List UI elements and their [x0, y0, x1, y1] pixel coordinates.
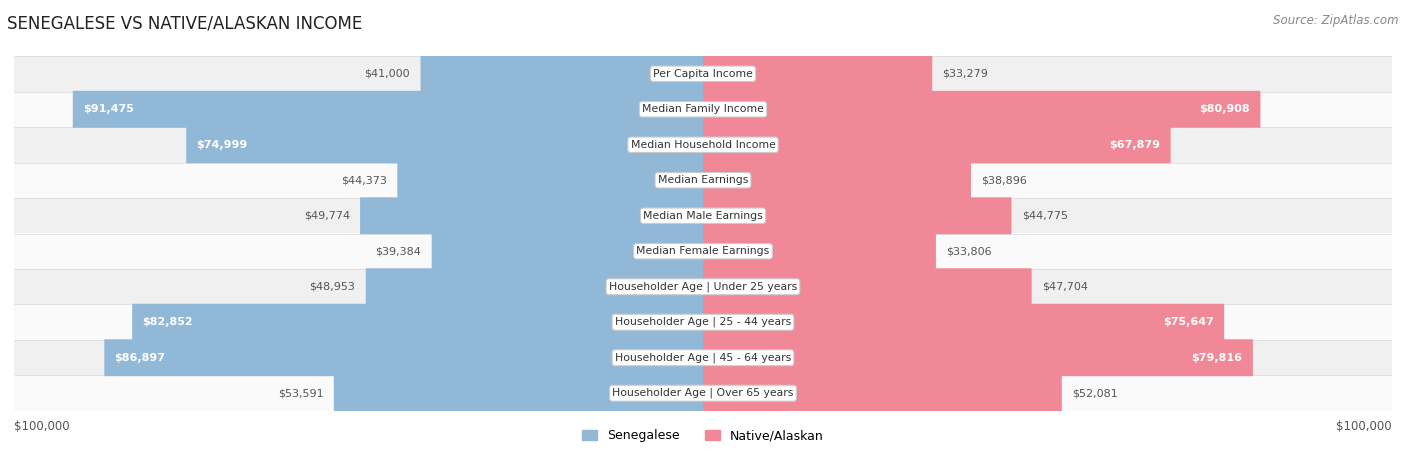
Legend: Senegalese, Native/Alaskan: Senegalese, Native/Alaskan [578, 425, 828, 447]
Text: Householder Age | Over 65 years: Householder Age | Over 65 years [612, 388, 794, 398]
Text: $67,879: $67,879 [1109, 140, 1160, 150]
Bar [14, 163, 1392, 198]
Text: Source: ZipAtlas.com: Source: ZipAtlas.com [1274, 14, 1399, 27]
FancyBboxPatch shape [432, 233, 703, 270]
FancyBboxPatch shape [703, 197, 1011, 234]
Text: Median Family Income: Median Family Income [643, 104, 763, 114]
Text: $38,896: $38,896 [981, 175, 1028, 185]
Text: $47,704: $47,704 [1042, 282, 1088, 292]
FancyBboxPatch shape [104, 339, 703, 376]
Text: $52,081: $52,081 [1073, 388, 1118, 398]
Text: Per Capita Income: Per Capita Income [652, 69, 754, 79]
FancyBboxPatch shape [420, 55, 703, 92]
Bar [14, 234, 1392, 269]
Text: $75,647: $75,647 [1163, 317, 1213, 327]
Text: $86,897: $86,897 [115, 353, 166, 363]
FancyBboxPatch shape [703, 339, 1253, 376]
Text: $33,279: $33,279 [942, 69, 988, 79]
FancyBboxPatch shape [398, 162, 703, 199]
Bar [14, 198, 1392, 234]
Text: $44,775: $44,775 [1022, 211, 1067, 221]
FancyBboxPatch shape [703, 55, 932, 92]
Bar [14, 304, 1392, 340]
FancyBboxPatch shape [703, 162, 972, 199]
Text: $33,806: $33,806 [946, 246, 991, 256]
Text: $91,475: $91,475 [83, 104, 134, 114]
Bar [14, 56, 1392, 92]
Text: Median Earnings: Median Earnings [658, 175, 748, 185]
Text: $53,591: $53,591 [278, 388, 323, 398]
Text: Householder Age | Under 25 years: Householder Age | Under 25 years [609, 282, 797, 292]
Text: $74,999: $74,999 [197, 140, 247, 150]
Text: Householder Age | 25 - 44 years: Householder Age | 25 - 44 years [614, 317, 792, 327]
FancyBboxPatch shape [703, 126, 1171, 163]
Bar [14, 92, 1392, 127]
Text: $44,373: $44,373 [342, 175, 387, 185]
FancyBboxPatch shape [703, 268, 1032, 305]
Text: $82,852: $82,852 [142, 317, 193, 327]
Text: $41,000: $41,000 [364, 69, 411, 79]
FancyBboxPatch shape [132, 304, 703, 341]
FancyBboxPatch shape [366, 268, 703, 305]
Bar [14, 340, 1392, 375]
FancyBboxPatch shape [187, 126, 703, 163]
Bar [14, 269, 1392, 304]
Bar [14, 375, 1392, 411]
FancyBboxPatch shape [333, 375, 703, 412]
Text: Householder Age | 45 - 64 years: Householder Age | 45 - 64 years [614, 353, 792, 363]
FancyBboxPatch shape [703, 304, 1225, 341]
Bar [14, 127, 1392, 163]
Text: Median Female Earnings: Median Female Earnings [637, 246, 769, 256]
Text: Median Male Earnings: Median Male Earnings [643, 211, 763, 221]
FancyBboxPatch shape [360, 197, 703, 234]
Text: $49,774: $49,774 [304, 211, 350, 221]
FancyBboxPatch shape [703, 233, 936, 270]
Text: $100,000: $100,000 [1336, 420, 1392, 433]
Text: $79,816: $79,816 [1191, 353, 1243, 363]
Text: Median Household Income: Median Household Income [630, 140, 776, 150]
Text: SENEGALESE VS NATIVE/ALASKAN INCOME: SENEGALESE VS NATIVE/ALASKAN INCOME [7, 14, 363, 32]
FancyBboxPatch shape [703, 375, 1062, 412]
Text: $48,953: $48,953 [309, 282, 356, 292]
Text: $100,000: $100,000 [14, 420, 70, 433]
Text: $39,384: $39,384 [375, 246, 422, 256]
FancyBboxPatch shape [73, 91, 703, 128]
FancyBboxPatch shape [703, 91, 1260, 128]
Text: $80,908: $80,908 [1199, 104, 1250, 114]
